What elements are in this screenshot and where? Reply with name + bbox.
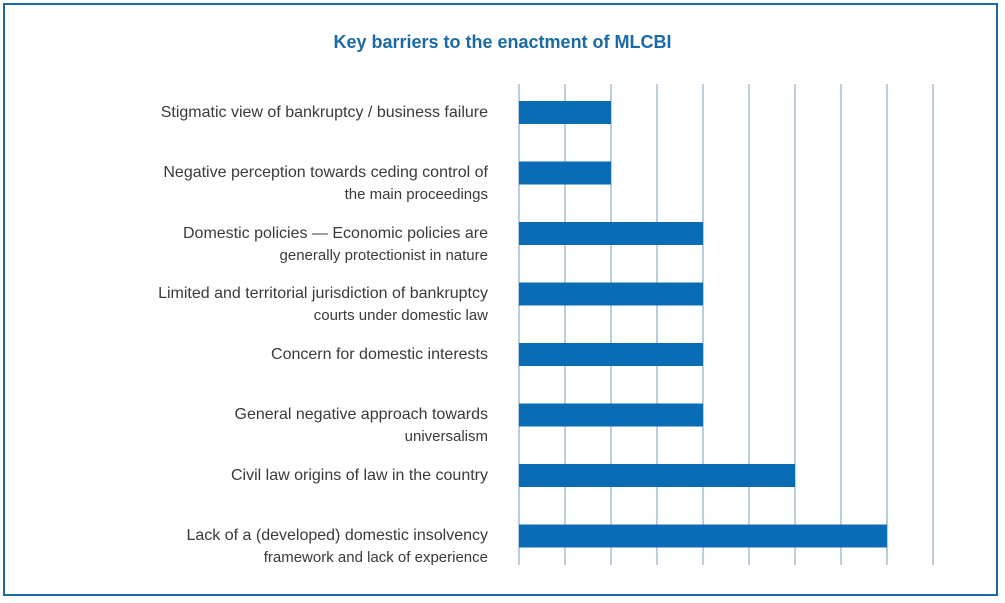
category-label-line: Domestic policies — Economic policies ar… bbox=[183, 224, 488, 242]
category-label-subline: courts under domestic law bbox=[313, 307, 488, 324]
category-label: Limited and territorial jurisdiction of … bbox=[28, 283, 488, 327]
category-label-subline: the main proceedings bbox=[344, 186, 488, 203]
category-label-line: General negative approach towards bbox=[234, 406, 489, 423]
bar bbox=[519, 464, 795, 487]
category-label: General negative approach towards univers… bbox=[28, 404, 489, 448]
category-label-subline: universalism bbox=[404, 428, 488, 445]
gridlines bbox=[518, 84, 934, 565]
bar bbox=[519, 343, 703, 366]
category-label: Concern for domestic interests bbox=[28, 344, 488, 366]
category-label: Stigmatic view of bankruptcy / business … bbox=[28, 102, 488, 124]
bars bbox=[519, 101, 887, 548]
category-label-subline: generally protectionist in nature bbox=[279, 246, 488, 264]
category-label-line: Lack of a (developed) domestic insolvenc… bbox=[186, 527, 489, 544]
category-label-line: Stigmatic view of bankruptcy / business … bbox=[160, 103, 488, 121]
bar bbox=[519, 524, 887, 548]
bar bbox=[519, 222, 703, 245]
category-label-line: Limited and territorial jurisdiction of … bbox=[158, 285, 488, 302]
category-label: Domestic policies — Economic policies ar… bbox=[28, 223, 488, 267]
bar bbox=[519, 101, 611, 124]
bar bbox=[519, 403, 703, 427]
bar bbox=[519, 282, 703, 306]
category-label: Civil law origins of law in the country bbox=[28, 465, 488, 487]
category-label-line: Civil law origins of law in the country bbox=[231, 466, 488, 484]
chart-frame bbox=[3, 3, 998, 596]
chart-title: Key barriers to the enactment of MLCBI bbox=[333, 32, 672, 52]
category-label-subline: framework and lack of experience bbox=[263, 549, 488, 566]
bar bbox=[519, 161, 611, 185]
category-label-line: Concern for domestic interests bbox=[271, 345, 488, 363]
category-label-line: Negative perception towards ceding contr… bbox=[163, 164, 488, 181]
category-label: Negative perception towards ceding contr… bbox=[28, 162, 488, 206]
category-label: Lack of a (developed) domestic insolvenc… bbox=[28, 525, 489, 569]
